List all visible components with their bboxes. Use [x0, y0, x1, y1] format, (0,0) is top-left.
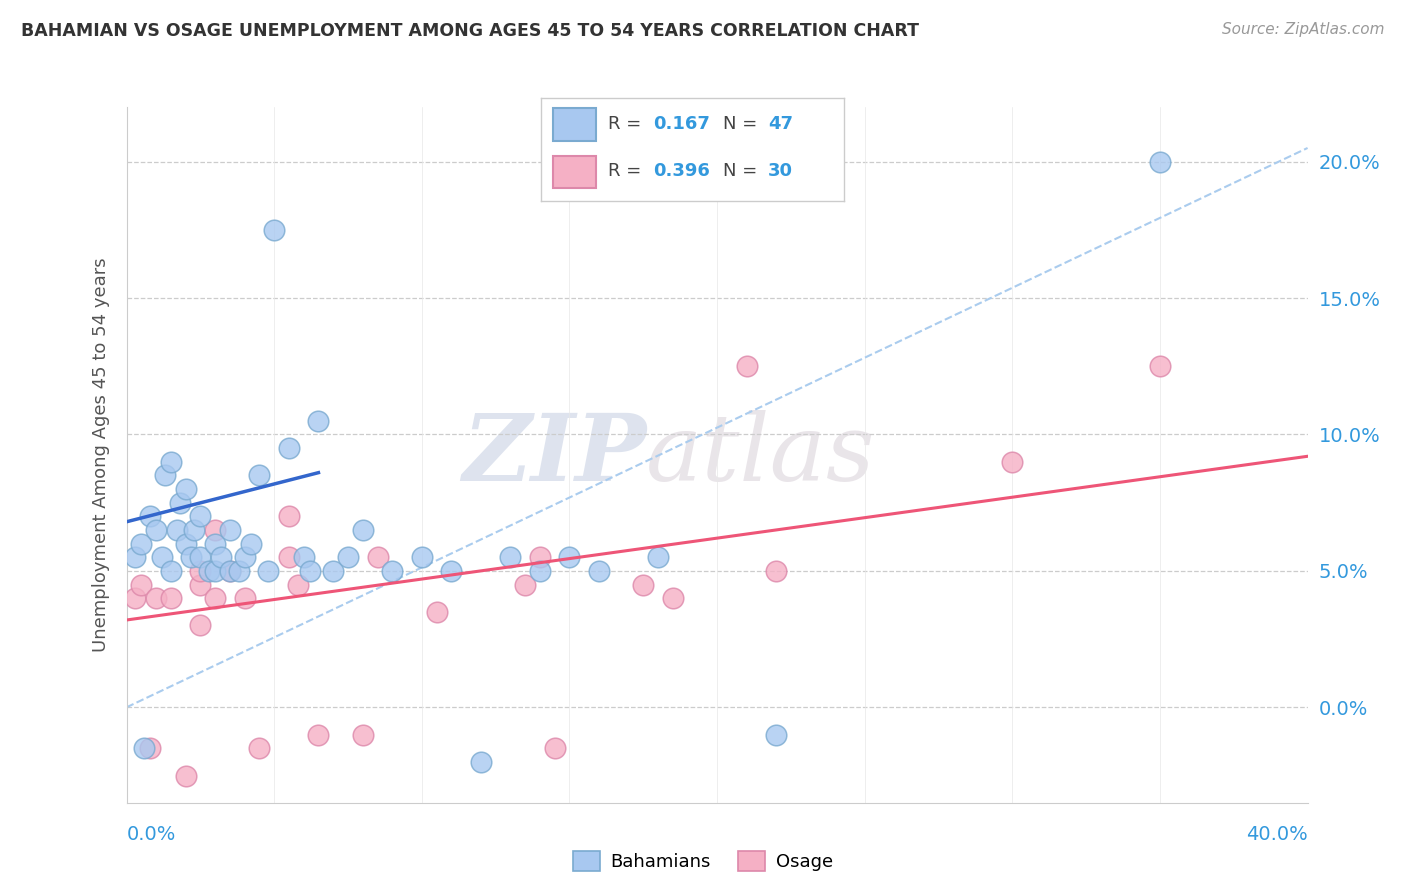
Point: [198, 564, 221, 578]
Point: [411, 550, 433, 565]
Point: [169, 496, 191, 510]
Text: 47: 47: [768, 115, 793, 133]
Point: [160, 455, 183, 469]
Point: [204, 536, 226, 550]
Text: BAHAMIAN VS OSAGE UNEMPLOYMENT AMONG AGES 45 TO 54 YEARS CORRELATION CHART: BAHAMIAN VS OSAGE UNEMPLOYMENT AMONG AGE…: [21, 22, 920, 40]
Point: [204, 523, 226, 537]
Point: [150, 550, 173, 565]
Point: [145, 523, 167, 537]
Point: [499, 550, 522, 565]
Point: [228, 564, 250, 578]
Point: [543, 741, 565, 756]
Text: R =: R =: [607, 115, 647, 133]
Point: [735, 359, 758, 374]
Point: [160, 591, 183, 606]
Bar: [554, 155, 596, 188]
Point: [298, 564, 321, 578]
Point: [139, 509, 162, 524]
Point: [153, 468, 176, 483]
Y-axis label: Unemployment Among Ages 45 to 54 years: Unemployment Among Ages 45 to 54 years: [91, 258, 110, 652]
Point: [529, 550, 551, 565]
Point: [588, 564, 610, 578]
Text: R =: R =: [607, 162, 647, 180]
Point: [239, 536, 262, 550]
Point: [1001, 455, 1024, 469]
Point: [145, 591, 167, 606]
Point: [124, 591, 146, 606]
Point: [1149, 154, 1171, 169]
Legend: Bahamians, Osage: Bahamians, Osage: [565, 844, 841, 879]
Point: [174, 482, 197, 496]
Point: [218, 564, 242, 578]
Bar: [554, 108, 596, 141]
Point: [233, 550, 256, 565]
Text: atlas: atlas: [647, 410, 876, 500]
Point: [352, 523, 374, 537]
Point: [425, 605, 447, 619]
Text: 40.0%: 40.0%: [1246, 825, 1308, 844]
Point: [129, 536, 153, 550]
Point: [166, 523, 188, 537]
Point: [307, 728, 329, 742]
Text: Source: ZipAtlas.com: Source: ZipAtlas.com: [1222, 22, 1385, 37]
Point: [180, 550, 202, 565]
Point: [352, 728, 374, 742]
Point: [529, 564, 551, 578]
Point: [263, 223, 285, 237]
Point: [129, 577, 153, 591]
Text: ZIP: ZIP: [463, 410, 647, 500]
Point: [188, 550, 211, 565]
Point: [661, 591, 683, 606]
Point: [218, 523, 242, 537]
Point: [218, 564, 242, 578]
Text: N =: N =: [723, 162, 762, 180]
Point: [188, 577, 211, 591]
Text: 0.396: 0.396: [654, 162, 710, 180]
Point: [124, 550, 146, 565]
Point: [337, 550, 360, 565]
Point: [209, 550, 232, 565]
Point: [322, 564, 344, 578]
Text: 0.0%: 0.0%: [127, 825, 176, 844]
Point: [160, 564, 183, 578]
Text: N =: N =: [723, 115, 762, 133]
Point: [278, 509, 301, 524]
Point: [204, 591, 226, 606]
Point: [188, 564, 211, 578]
Point: [174, 536, 197, 550]
Point: [765, 728, 787, 742]
Point: [470, 755, 492, 769]
Point: [134, 741, 156, 756]
Point: [233, 591, 256, 606]
Text: 0.167: 0.167: [654, 115, 710, 133]
Point: [292, 550, 315, 565]
Point: [257, 564, 280, 578]
Point: [558, 550, 581, 565]
Point: [1149, 359, 1171, 374]
Point: [247, 741, 270, 756]
Point: [307, 414, 329, 428]
Point: [633, 577, 655, 591]
Point: [366, 550, 388, 565]
Text: 30: 30: [768, 162, 793, 180]
Point: [647, 550, 669, 565]
Point: [440, 564, 463, 578]
Point: [204, 564, 226, 578]
Point: [381, 564, 404, 578]
Point: [174, 768, 197, 782]
Point: [139, 741, 162, 756]
Point: [278, 550, 301, 565]
Point: [188, 618, 211, 632]
Point: [188, 509, 211, 524]
Point: [515, 577, 537, 591]
Point: [247, 468, 270, 483]
Point: [287, 577, 309, 591]
Point: [765, 564, 787, 578]
Point: [183, 523, 205, 537]
Point: [278, 441, 301, 455]
